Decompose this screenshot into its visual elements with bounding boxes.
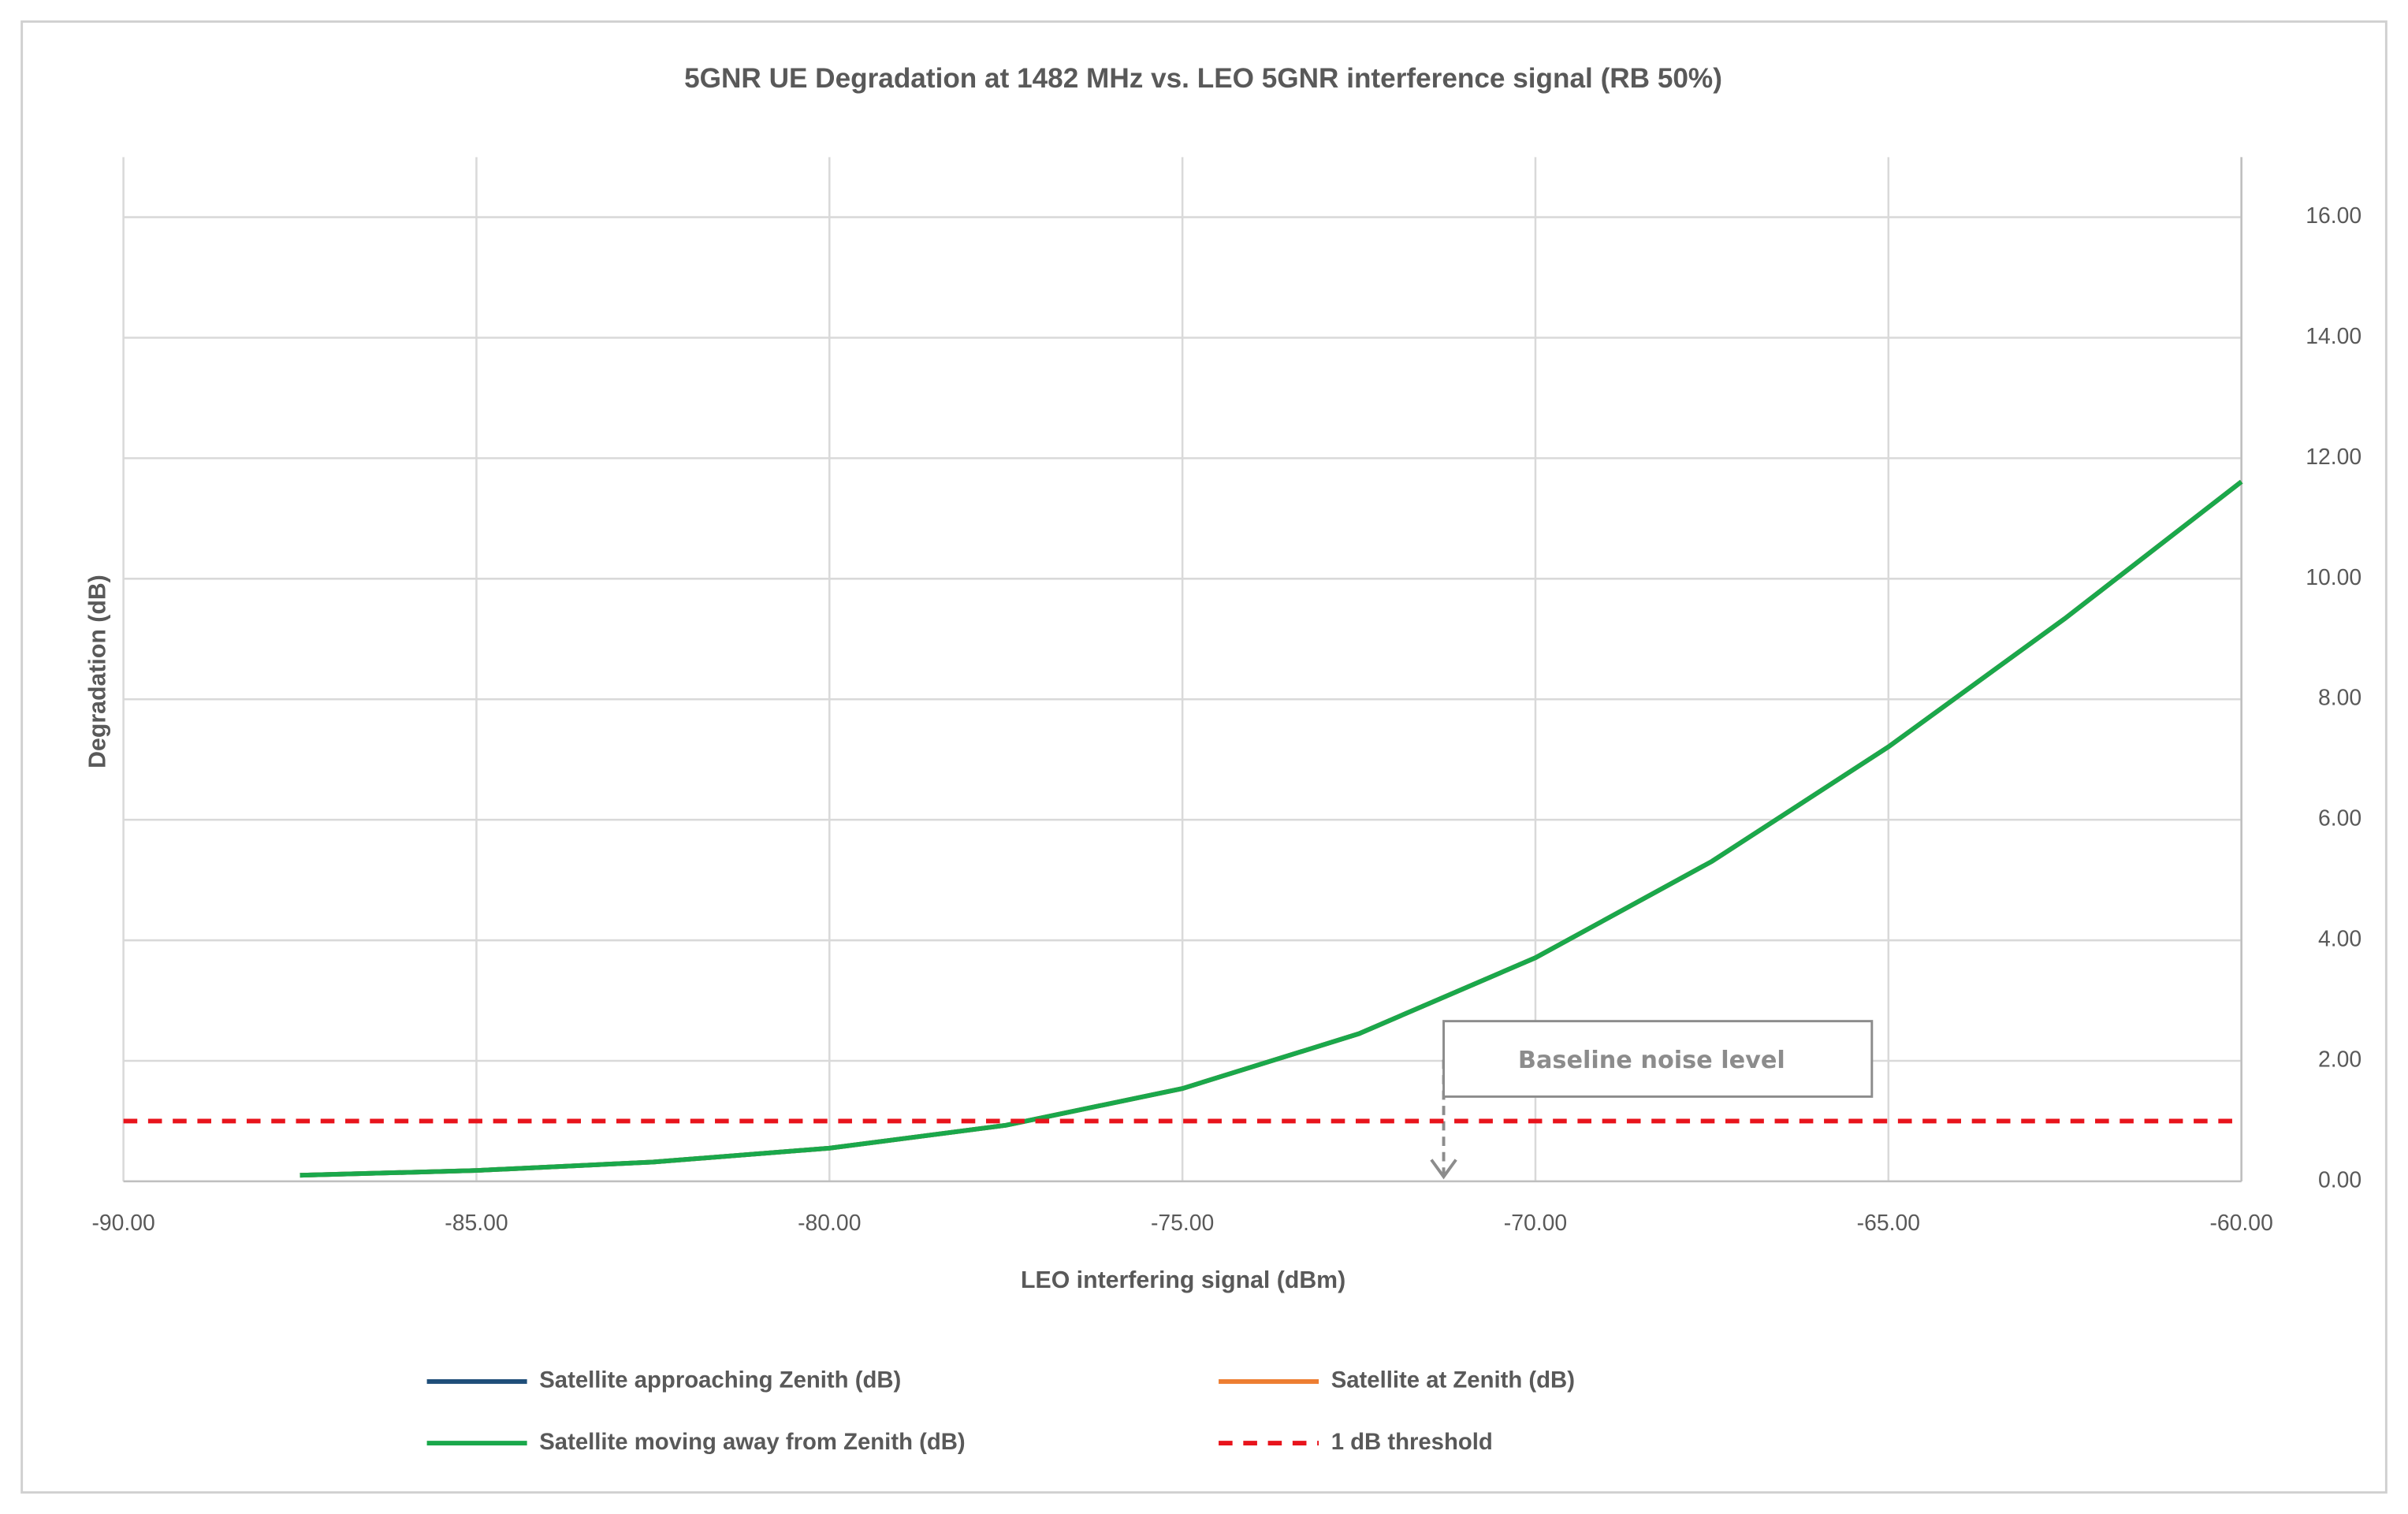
x-tick-label: -90.00 [91,1211,154,1236]
annotation-box [1442,1020,1874,1098]
chart-title: 5GNR UE Degradation at 1482 MHz vs. LEO … [684,63,1722,94]
y-tick-label: 6.00 [2318,806,2361,831]
y-axis-title: Degradation (dB) [84,575,110,768]
annotation-arrowhead [1430,1159,1457,1180]
y-tick-label: 16.00 [2306,203,2361,229]
legend-label: Satellite at Zenith (dB) [1331,1367,1575,1393]
annotation-text: Baseline noise level [1518,1047,1785,1074]
y-tick-label: 8.00 [2318,686,2361,711]
plot-area: Baseline noise level [123,479,2243,1180]
chart-border [20,20,2388,1494]
y-tick-label: 4.00 [2318,927,2361,952]
legend-label: Satellite moving away from Zenith (dB) [539,1429,965,1455]
x-tick-label: -85.00 [445,1211,508,1236]
y-tick-label: 12.00 [2306,445,2361,470]
x-tick-label: -75.00 [1151,1211,1214,1236]
legend: Satellite approaching Zenith (dB) Satelli… [426,1367,1575,1455]
x-tick-label: -70.00 [1504,1211,1567,1236]
x-tick-label: -80.00 [798,1211,861,1236]
x-tick-label: -65.00 [1857,1211,1920,1236]
y-tick-label: 0.00 [2318,1167,2361,1192]
series-line [300,479,2243,1178]
y-tick-label: 10.00 [2306,565,2361,590]
y-tick-label: 2.00 [2318,1047,2361,1072]
grid: -90.00 -85.00 -80.00 -75.00 -70.00 -65.00 -60.… [91,157,2361,1236]
legend-label: Satellite approaching Zenith (dB) [539,1367,901,1393]
x-tick-label: -60.00 [2210,1211,2273,1236]
legend-label: 1 dB threshold [1331,1429,1493,1455]
x-axis-title: LEO interfering signal (dBm) [1021,1267,1345,1293]
y-tick-label: 14.00 [2306,324,2361,349]
